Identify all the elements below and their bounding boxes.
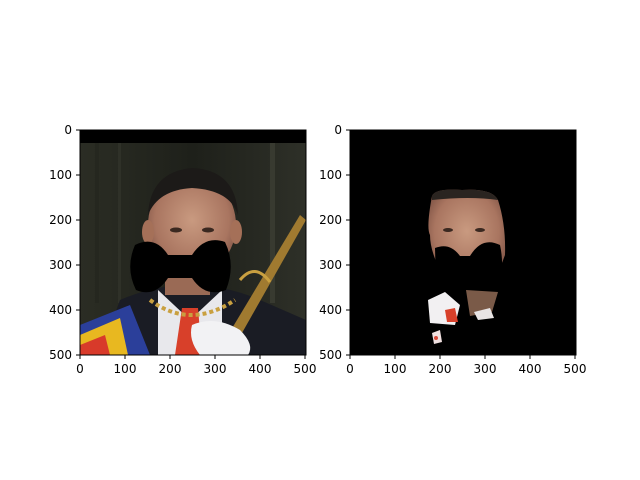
x-tick-label: 200 xyxy=(159,362,182,376)
right-image xyxy=(350,130,576,355)
x-tick-label: 400 xyxy=(519,362,542,376)
x-tick-label: 200 xyxy=(429,362,452,376)
left-panel: 0 100 200 300 400 500 0 100 200 300 400 … xyxy=(49,123,316,376)
y-tick-label: 0 xyxy=(334,123,342,137)
x-tick-label: 300 xyxy=(474,362,497,376)
y-tick-label: 400 xyxy=(319,303,342,317)
x-tick-label: 0 xyxy=(346,362,354,376)
right-panel: 0 100 200 300 400 500 0 100 200 300 400 … xyxy=(319,123,586,376)
x-tick-label: 500 xyxy=(294,362,317,376)
y-tick-label: 300 xyxy=(49,258,72,272)
y-tick-label: 300 xyxy=(319,258,342,272)
x-tick-label: 100 xyxy=(384,362,407,376)
y-tick-label: 200 xyxy=(49,213,72,227)
y-tick-label: 100 xyxy=(319,168,342,182)
y-tick-label: 100 xyxy=(49,168,72,182)
left-image xyxy=(80,130,306,355)
y-tick-label: 400 xyxy=(49,303,72,317)
x-tick-label: 500 xyxy=(564,362,587,376)
y-tick-label: 200 xyxy=(319,213,342,227)
y-tick-label: 500 xyxy=(319,348,342,362)
y-tick-label: 500 xyxy=(49,348,72,362)
x-tick-label: 0 xyxy=(76,362,84,376)
x-tick-label: 400 xyxy=(249,362,272,376)
x-tick-label: 100 xyxy=(114,362,137,376)
x-tick-label: 300 xyxy=(204,362,227,376)
y-tick-label: 0 xyxy=(64,123,72,137)
